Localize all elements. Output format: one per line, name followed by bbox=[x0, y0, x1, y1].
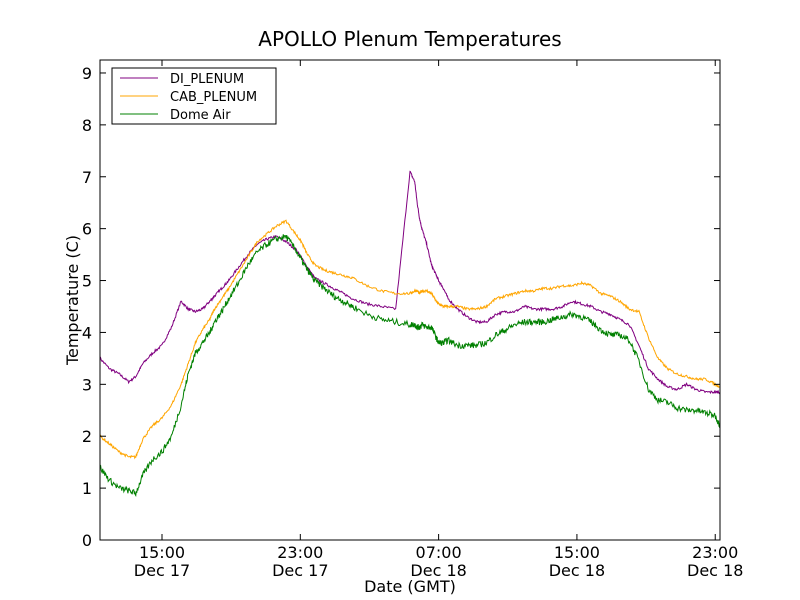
x-tick-label-time: 15:00 bbox=[139, 543, 185, 562]
y-tick-label: 1 bbox=[82, 479, 92, 498]
series-line-cab-plenum bbox=[100, 219, 720, 460]
x-tick-label-time: 23:00 bbox=[277, 543, 323, 562]
x-tick-label-time: 07:00 bbox=[416, 543, 462, 562]
y-tick-label: 4 bbox=[82, 323, 92, 342]
legend: DI_PLENUM CAB_PLENUM Dome Air bbox=[111, 67, 277, 125]
x-tick-label-date: Dec 17 bbox=[272, 561, 328, 580]
y-tick-label: 2 bbox=[82, 427, 92, 446]
x-tick-label-date: Dec 17 bbox=[134, 561, 190, 580]
plot-series-group bbox=[100, 170, 720, 497]
legend-label: Dome Air bbox=[170, 108, 231, 123]
series-line-di-plenum bbox=[100, 170, 720, 395]
y-tick-label: 5 bbox=[82, 272, 92, 291]
y-tick-label: 8 bbox=[82, 116, 92, 135]
legend-label: CAB_PLENUM bbox=[170, 90, 257, 105]
y-tick-label: 3 bbox=[82, 375, 92, 394]
x-tick-label-date: Dec 18 bbox=[687, 561, 743, 580]
y-tick-label: 7 bbox=[82, 168, 92, 187]
series-line-dome-air bbox=[100, 234, 720, 497]
y-tick-label: 0 bbox=[82, 531, 92, 550]
legend-label: DI_PLENUM bbox=[170, 72, 244, 87]
x-tick-label-time: 23:00 bbox=[692, 543, 738, 562]
x-tick-label-time: 15:00 bbox=[554, 543, 600, 562]
y-tick-label: 6 bbox=[82, 220, 92, 239]
y-axis: 0 1 2 3 4 5 6 7 8 9 bbox=[82, 64, 720, 550]
chart-title: APOLLO Plenum Temperatures bbox=[258, 27, 561, 51]
y-tick-label: 9 bbox=[82, 64, 92, 83]
x-tick-label-date: Dec 18 bbox=[410, 561, 466, 580]
x-axis-label: Date (GMT) bbox=[364, 577, 456, 596]
plot-frame bbox=[99, 59, 721, 541]
y-axis-label: Temperature (C) bbox=[63, 235, 82, 366]
x-tick-label-date: Dec 18 bbox=[549, 561, 605, 580]
